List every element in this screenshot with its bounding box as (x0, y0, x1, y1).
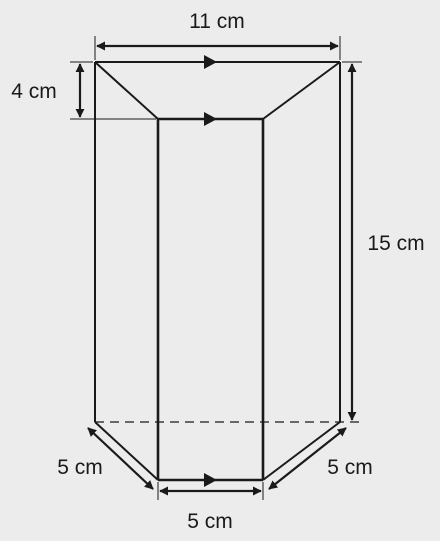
bottom-left-slant-edge (94, 421, 159, 481)
dimension-bottom-left (87, 427, 154, 490)
label-bottom-left: 5 cm (57, 456, 103, 479)
top-left-slant-edge (94, 61, 159, 120)
dimension-bottom-right (268, 427, 347, 490)
parallel-marker-top (204, 55, 217, 69)
label-bottom-middle: 5 cm (187, 510, 233, 533)
label-top-width: 11 cm (189, 10, 245, 33)
top-right-slant-edge (262, 61, 341, 120)
label-height: 15 cm (367, 232, 424, 255)
label-top-depth: 4 cm (11, 80, 57, 103)
label-bottom-right: 5 cm (327, 456, 373, 479)
parallel-marker-inner-top (204, 112, 217, 126)
parallel-marker-bottom (204, 473, 217, 487)
